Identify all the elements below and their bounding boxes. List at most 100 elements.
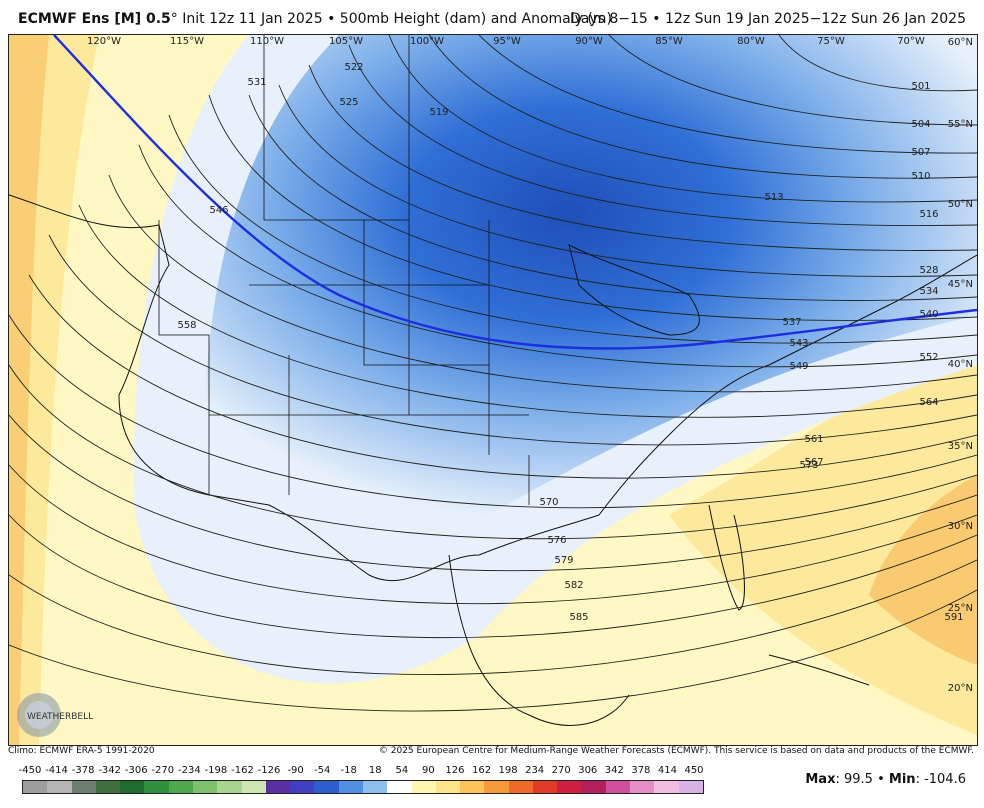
colorbar-tick: -18 bbox=[340, 765, 357, 776]
longitude-label: 110°W bbox=[250, 36, 284, 47]
longitude-label: 105°W bbox=[329, 36, 363, 47]
colorbar-tick: 342 bbox=[604, 765, 624, 776]
colorbar-swatch bbox=[120, 781, 145, 793]
great-lakes-outline bbox=[568, 244, 700, 336]
colorbar-swatch bbox=[168, 781, 193, 793]
min-label: Min bbox=[888, 772, 916, 787]
logo-text: WEATHERBELL bbox=[27, 712, 93, 722]
colorbar bbox=[22, 780, 704, 794]
540-dam-contour bbox=[53, 35, 977, 350]
contour-label: 549 bbox=[789, 361, 808, 372]
colorbar-tick: 450 bbox=[684, 765, 704, 776]
colorbar-tick-labels: -450 -414 -378 -342 -306 -270 -234 -198 -162 -126… bbox=[18, 765, 704, 779]
colorbar-tick: -342 bbox=[98, 765, 122, 776]
colorbar-tick: 90 bbox=[422, 765, 435, 776]
colorbar-tick: -54 bbox=[313, 765, 331, 776]
separator: • bbox=[327, 11, 336, 27]
contour-label: 582 bbox=[564, 580, 583, 591]
contour-label: 540 bbox=[919, 309, 938, 320]
contour-label: 564 bbox=[919, 397, 938, 408]
init-time: Init 12z 11 Jan 2025 bbox=[182, 11, 323, 27]
longitude-label: 80°W bbox=[737, 36, 765, 47]
colorbar-swatch bbox=[217, 781, 242, 793]
colorbar-swatch bbox=[387, 781, 412, 793]
model-name: ECMWF Ens [M] 0.5 bbox=[18, 11, 171, 27]
contour-label: 519 bbox=[429, 107, 448, 118]
cold-trough-anomaly bbox=[204, 35, 977, 548]
map-header: ECMWF Ens [M] 0.5° Init 12z 11 Jan 2025 … bbox=[0, 0, 984, 34]
east-warm-anomaly bbox=[669, 335, 977, 735]
contour-label: 567 bbox=[804, 457, 823, 468]
contour-label: 504 bbox=[911, 119, 930, 130]
colorbar-swatch bbox=[435, 781, 461, 793]
colorbar-tick: -378 bbox=[71, 765, 95, 776]
contour-label: 543 bbox=[789, 338, 808, 349]
contour-labels: 501 504 507 510 513 516 519 522 525 528 531 534 537 5… bbox=[177, 62, 963, 623]
caribbean-islands bbox=[768, 654, 870, 686]
colorbar-tick: -450 bbox=[18, 765, 42, 776]
separator: • bbox=[877, 772, 885, 787]
colorbar-swatch bbox=[23, 781, 48, 793]
colorbar-tick: 378 bbox=[631, 765, 651, 776]
contour-label: 552 bbox=[919, 352, 938, 363]
contour-label: 501 bbox=[911, 81, 930, 92]
contour-label: 546 bbox=[209, 205, 228, 216]
longitude-label: 70°W bbox=[897, 36, 925, 47]
contour-label: 510 bbox=[911, 171, 930, 182]
colorbar-swatch bbox=[654, 781, 679, 793]
valid-time: 12z Sun 19 Jan 2025−12z Sun 26 Jan 2025 bbox=[665, 11, 966, 27]
contour-label: 534 bbox=[919, 286, 938, 297]
colorbar-swatch bbox=[314, 781, 339, 793]
longitude-label: 90°W bbox=[575, 36, 603, 47]
colorbar-tick: 414 bbox=[657, 765, 677, 776]
east-warm-core bbox=[869, 475, 977, 665]
mexico-gulf-coast bbox=[448, 554, 630, 726]
colorbar-swatch bbox=[557, 781, 582, 793]
colorbar-tick: -414 bbox=[45, 765, 68, 776]
product-name: 500mb Height (dam) and Anomaly (m) bbox=[339, 11, 612, 27]
colorbar-swatch bbox=[144, 781, 169, 793]
contour-label: 507 bbox=[911, 147, 930, 158]
colorbar-swatch bbox=[47, 781, 72, 793]
longitude-labels: 120°W 115°W 110°W 105°W 100°W 95°W 90°W 85°W 80°… bbox=[87, 36, 925, 47]
colorbar-tick: -162 bbox=[231, 765, 254, 776]
colorbar-tick: -270 bbox=[151, 765, 175, 776]
colorbar-tick: -306 bbox=[124, 765, 148, 776]
longitude-label: 95°W bbox=[493, 36, 521, 47]
copyright-note: © 2025 European Centre for Medium-Range … bbox=[378, 746, 974, 756]
latitude-label: 30°N bbox=[948, 521, 973, 532]
max-min-readout: Max: 99.5 • Min: -104.6 bbox=[805, 772, 966, 787]
state-borders bbox=[158, 35, 530, 505]
contour-label: 591 bbox=[944, 612, 963, 623]
colorbar-swatch bbox=[630, 781, 655, 793]
colorbar-swatch bbox=[460, 781, 485, 793]
contour-label: 516 bbox=[919, 209, 938, 220]
colorbar-tick: 306 bbox=[578, 765, 598, 776]
contour-label: 528 bbox=[919, 265, 938, 276]
contour-label: 531 bbox=[247, 77, 266, 88]
weatherbell-logo: WEATHERBELL bbox=[17, 693, 93, 737]
latitude-label: 35°N bbox=[948, 441, 973, 452]
contour-label: 573 bbox=[799, 460, 818, 471]
latitude-label: 40°N bbox=[948, 359, 973, 370]
map-title: ECMWF Ens [M] 0.5° Init 12z 11 Jan 2025 … bbox=[18, 11, 612, 27]
contour-label: 585 bbox=[569, 612, 588, 623]
latitude-label: 25°N bbox=[948, 603, 973, 614]
colorbar-tick: 162 bbox=[471, 765, 492, 776]
colorbar-swatch bbox=[265, 781, 291, 793]
colorbar-swatch bbox=[532, 781, 558, 793]
contour-label: 570 bbox=[539, 497, 558, 508]
colorbar-tick: 234 bbox=[525, 765, 545, 776]
colorbar-swatch bbox=[192, 781, 218, 793]
degree-mark: ° bbox=[170, 11, 178, 27]
colorbar-swatch bbox=[678, 781, 703, 793]
colorbar-tick: -198 bbox=[204, 765, 228, 776]
colorbar-tick: 54 bbox=[395, 765, 409, 776]
colorbar-tick: 198 bbox=[498, 765, 518, 776]
latitude-label: 45°N bbox=[948, 279, 973, 290]
contour-label: 513 bbox=[764, 192, 783, 203]
contour-label: 522 bbox=[344, 62, 363, 73]
colorbar-tick: -90 bbox=[287, 765, 304, 776]
colorbar-tick: 126 bbox=[445, 765, 465, 776]
colorbar-tick: -126 bbox=[257, 765, 281, 776]
